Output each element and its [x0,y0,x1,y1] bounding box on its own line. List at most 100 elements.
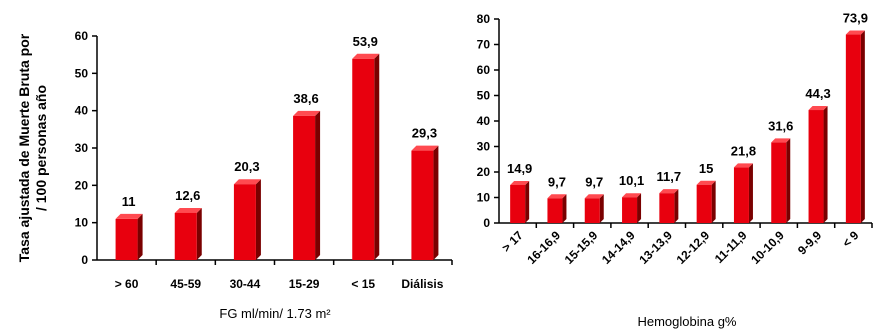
data-label: 38,6 [293,91,318,106]
data-label: 73,9 [843,11,868,26]
bar-front [808,110,824,223]
bar-top [233,179,261,185]
data-label: 10,1 [619,173,644,188]
bar-top [622,193,642,198]
bar-front [510,185,526,223]
x-tick-label: 16-16,9 [524,228,563,267]
data-label: 29,3 [412,126,437,141]
bar-front [174,212,197,260]
x-tick-label: > 17 [499,228,526,255]
bar-front [659,193,675,223]
bar [352,53,380,261]
y-tick-label: 10 [75,216,89,230]
bar-top [845,30,865,35]
x-axis-title: FG ml/min/ 1.73 m² [219,306,331,321]
y-tick-label: 50 [75,66,89,80]
y-tick-label: 20 [75,178,89,192]
bar-front [733,167,749,223]
x-tick-label: 9-9,9 [795,228,824,257]
y-tick-label: 30 [75,141,89,155]
bar-side [137,213,143,260]
bar-front [411,150,434,260]
bar-side [433,145,439,260]
bar-top [584,194,604,199]
bar-side [374,53,380,261]
bar-side [562,194,567,223]
y-tick-label: 60 [477,63,491,77]
y-tick-label: 10 [477,191,491,205]
bar [174,207,202,260]
y-axis-title-line-2: / 100 personas año [33,85,49,211]
x-tick-label: 13-13,9 [636,228,675,267]
bar [233,179,261,260]
x-tick-label: < 15 [351,277,375,291]
chart-fg-mortality: Tasa ajustada de Muerte Bruta por / 100 … [16,29,453,321]
bar-top [174,207,202,213]
bar-top [771,138,791,143]
data-label: 44,3 [805,86,830,101]
bar-side [748,163,753,223]
bar-side [637,193,642,223]
bar-front [696,184,712,223]
y-tick-label: 20 [477,165,491,179]
data-label: 21,8 [731,143,756,158]
y-tick-label: 50 [477,89,491,103]
bar-top [352,53,380,59]
data-label: 11,7 [657,169,682,184]
bar-front [115,218,138,260]
x-tick-label: 15-15,9 [562,228,601,267]
x-tick-label: 45-59 [170,277,201,291]
y-tick-label: 40 [75,104,89,118]
data-label: 31,6 [768,118,793,133]
bar-top [733,163,753,168]
bar-side [315,110,321,260]
bar-top [510,181,530,186]
bar [696,180,716,223]
y-tick-label: 40 [477,114,491,128]
x-tick-label: 14-14,9 [599,228,638,267]
data-label: 20,3 [234,159,259,174]
bar-front [293,115,316,260]
bar-top [808,106,828,111]
data-label: 14,9 [507,161,532,176]
x-axis-title: Hemoglobina g% [637,314,736,329]
bar [733,163,753,223]
bar-top [293,110,321,116]
bar [115,213,143,260]
bar-front [352,58,375,261]
bar-top [659,189,679,194]
y-tick-label: 60 [75,29,89,43]
bar-side [674,189,679,223]
bar-side [711,180,716,223]
y-tick-label: 70 [477,38,491,52]
data-label: 11 [122,194,136,209]
bar [771,138,791,223]
bar-side [196,207,202,260]
y-axis-title-line-1: Tasa ajustada de Muerte Bruta por [16,33,32,262]
bar-front [547,198,563,223]
x-tick-label: 11-11,9 [712,228,750,266]
bar [293,110,321,260]
data-label: 53,9 [353,34,378,49]
x-tick-label: Diálisis [401,277,443,291]
bar-side [599,194,604,223]
data-label: 15 [699,161,713,176]
bar [547,194,567,223]
bar [659,189,679,223]
bar-side [823,106,828,223]
y-tick-label: 0 [483,216,490,230]
bar [510,181,530,223]
x-tick-label: < 9 [840,228,862,250]
x-tick-label: > 60 [115,277,139,291]
data-label: 12,6 [175,188,200,203]
bar-side [255,179,261,260]
data-label: 9,7 [548,174,566,189]
bar [845,30,865,224]
bar [808,106,828,223]
bar-top [411,145,439,151]
bar-front [622,197,638,223]
chart-hemoglobin-mortality: Hemoglobina g% 0 10 20 30 40 50 60 70 80 14,9 > 17… [477,11,873,329]
bar-front [233,184,256,260]
x-tick-label: 12-12,9 [674,228,713,267]
